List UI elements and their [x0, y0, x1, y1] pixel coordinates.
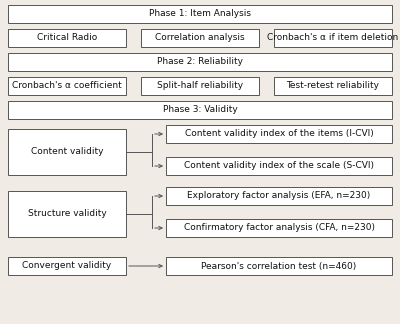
- Bar: [166, 157, 392, 175]
- Bar: [141, 77, 259, 95]
- Bar: [141, 29, 259, 47]
- Text: Correlation analysis: Correlation analysis: [155, 33, 245, 42]
- Text: Split-half reliability: Split-half reliability: [157, 82, 243, 90]
- Text: Phase 2: Reliability: Phase 2: Reliability: [157, 57, 243, 66]
- Bar: [8, 5, 392, 23]
- Text: Content validity index of the scale (S-CVI): Content validity index of the scale (S-C…: [184, 161, 374, 170]
- Text: Confirmatory factor analysis (CFA, n=230): Confirmatory factor analysis (CFA, n=230…: [184, 224, 374, 233]
- Text: Content validity index of the items (I-CVI): Content validity index of the items (I-C…: [185, 130, 373, 138]
- Text: Convergent validity: Convergent validity: [22, 261, 112, 271]
- Text: Content validity: Content validity: [31, 147, 103, 156]
- Text: Phase 1: Item Analysis: Phase 1: Item Analysis: [149, 9, 251, 18]
- Text: Cronbach's α if item deletion: Cronbach's α if item deletion: [267, 33, 399, 42]
- Bar: [8, 191, 126, 237]
- Text: Exploratory factor analysis (EFA, n=230): Exploratory factor analysis (EFA, n=230): [187, 191, 371, 201]
- Bar: [8, 101, 392, 119]
- Text: Phase 3: Validity: Phase 3: Validity: [163, 106, 237, 114]
- Text: Structure validity: Structure validity: [28, 210, 106, 218]
- Bar: [166, 125, 392, 143]
- Bar: [8, 257, 126, 275]
- Bar: [8, 77, 126, 95]
- Bar: [166, 187, 392, 205]
- Bar: [274, 29, 392, 47]
- Bar: [274, 77, 392, 95]
- Bar: [8, 53, 392, 71]
- Text: Cronbach's α coefficient: Cronbach's α coefficient: [12, 82, 122, 90]
- Bar: [166, 219, 392, 237]
- Bar: [166, 257, 392, 275]
- Bar: [8, 29, 126, 47]
- Text: Pearson's correlation test (n=460): Pearson's correlation test (n=460): [201, 261, 357, 271]
- Bar: [8, 129, 126, 175]
- Text: Test-retest reliability: Test-retest reliability: [286, 82, 380, 90]
- Text: Critical Radio: Critical Radio: [37, 33, 97, 42]
